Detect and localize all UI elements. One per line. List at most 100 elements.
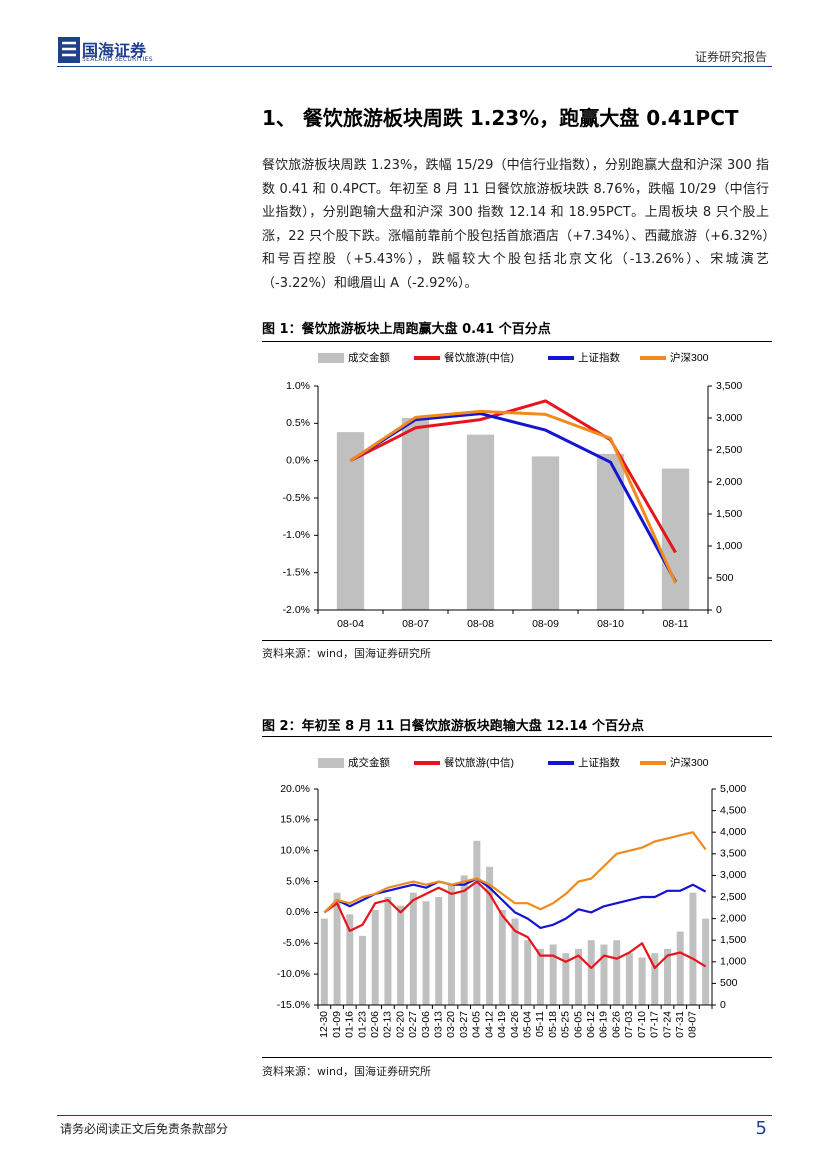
bar: [435, 897, 443, 1005]
x-tick-label: 03-27: [458, 1011, 470, 1038]
figure-source: 资料来源：wind，国海证券研究所: [262, 1065, 432, 1078]
y2-tick-label: 2,500: [716, 444, 742, 456]
bar: [613, 940, 621, 1005]
y2-tick-label: 0: [720, 999, 726, 1011]
bar: [531, 456, 560, 610]
legend-label: 上证指数: [578, 351, 620, 364]
x-tick-label: 02-20: [394, 1011, 406, 1038]
logo-text: 国海证券: [82, 41, 147, 60]
legend-label: 上证指数: [578, 756, 620, 769]
logo-subtext: SEALAND SECURITIES: [82, 56, 153, 63]
x-tick-label: 05-25: [560, 1011, 572, 1038]
figure-caption: 图 2：年初至 8 月 11 日餐饮旅游板块跑输大盘 12.14 个百分点: [262, 719, 644, 734]
figure-rule: [262, 1057, 772, 1058]
line-series: [323, 877, 707, 929]
y-tick-label: 20.0%: [280, 783, 310, 795]
bar: [689, 892, 697, 1005]
bar: [651, 953, 659, 1005]
header-rule: [57, 66, 772, 67]
y2-tick-label: 0: [716, 604, 722, 616]
line-series: [323, 831, 707, 914]
bar: [460, 875, 468, 1005]
x-tick-label: 06-26: [610, 1011, 622, 1038]
x-tick-label: 08-04: [337, 618, 364, 630]
bar: [397, 905, 405, 1005]
x-tick-label: 05-11: [534, 1011, 546, 1037]
bar: [384, 897, 392, 1005]
y2-tick-label: 3,500: [716, 380, 742, 392]
y2-tick-label: 4,000: [720, 826, 746, 838]
y2-tick-label: 2,000: [720, 912, 746, 924]
bar: [600, 944, 608, 1005]
y-tick-label: -1.5%: [283, 566, 310, 578]
bar: [320, 918, 328, 1005]
legend-label: 成交金额: [348, 756, 390, 769]
x-tick-label: 02-27: [407, 1011, 419, 1038]
figure-rule: [262, 341, 772, 342]
bar: [486, 866, 494, 1005]
legend-swatch: [318, 758, 344, 768]
y2-tick-label: 1,500: [720, 934, 746, 946]
y-tick-label: -0.5%: [283, 492, 310, 504]
legend-label: 餐饮旅游(中信): [444, 756, 514, 769]
y-tick-label: 1.0%: [286, 380, 310, 392]
report-type: 证券研究报告: [694, 50, 767, 64]
bar: [524, 940, 532, 1005]
y2-tick-label: 1,500: [716, 508, 742, 520]
y-tick-label: -2.0%: [283, 604, 310, 616]
y2-tick-label: 2,500: [720, 891, 746, 903]
y-tick-label: 15.0%: [280, 814, 310, 826]
bar: [473, 840, 481, 1005]
x-tick-label: 08-07: [687, 1011, 699, 1038]
bar: [676, 931, 684, 1005]
y2-tick-label: 500: [720, 977, 738, 989]
bar: [466, 434, 495, 610]
bar: [498, 909, 506, 1005]
bar: [638, 957, 646, 1005]
bar: [422, 901, 430, 1005]
legend-label: 沪深300: [670, 351, 709, 364]
line-series: [349, 412, 677, 583]
y-tick-label: 5.0%: [286, 875, 310, 887]
x-tick-label: 04-26: [509, 1011, 521, 1038]
x-tick-label: 07-03: [623, 1011, 635, 1038]
chart: -15.0% -10.0% -5.0% 0.0% 5.0% 10.0% 15.0% 20.0%…: [277, 756, 747, 1038]
bar: [536, 948, 544, 1005]
y2-tick-label: 3,000: [720, 869, 746, 881]
bar: [333, 892, 341, 1005]
x-tick-label: 05-04: [521, 1011, 533, 1038]
y2-tick-label: 2,000: [716, 476, 742, 488]
y2-tick-label: 1,000: [720, 956, 746, 968]
bar: [401, 418, 430, 610]
page-number: 5: [755, 1118, 767, 1139]
x-tick-label: 04-05: [471, 1011, 483, 1038]
legend-label: 餐饮旅游(中信): [444, 351, 514, 364]
figure-caption: 图 1：餐饮旅游板块上周跑赢大盘 0.41 个百分点: [262, 322, 551, 337]
legend-label: 成交金额: [348, 351, 390, 364]
x-tick-label: 03-06: [420, 1011, 432, 1038]
figure-rule: [262, 640, 772, 641]
section-title: 1、 餐饮旅游板块周跌 1.23%，跑赢大盘 0.41PCT: [262, 106, 739, 130]
legend-label: 沪深300: [670, 756, 709, 769]
y2-tick-label: 500: [716, 572, 734, 584]
y-tick-label: -15.0%: [277, 999, 310, 1011]
x-tick-label: 05-18: [547, 1011, 559, 1038]
x-tick-label: 06-12: [585, 1011, 597, 1038]
x-tick-label: 07-31: [674, 1011, 686, 1038]
bar: [661, 468, 690, 610]
paragraph: 餐饮旅游板块周跌 1.23%，跌幅 15/29（中信行业指数），分别跑赢大盘和沪…: [262, 158, 769, 291]
bar: [346, 914, 354, 1005]
y-tick-label: 0.0%: [286, 454, 310, 466]
x-tick-label: 01-09: [331, 1011, 343, 1038]
bar: [702, 918, 710, 1005]
x-tick-label: 06-05: [572, 1011, 584, 1038]
y-tick-label: 0.5%: [286, 417, 310, 429]
x-tick-label: 07-24: [661, 1011, 673, 1038]
x-tick-label: 12-30: [318, 1011, 330, 1038]
x-tick-label: 04-19: [496, 1011, 508, 1038]
x-tick-label: 03-20: [445, 1011, 457, 1038]
bar: [409, 892, 417, 1005]
y2-tick-label: 3,500: [720, 848, 746, 860]
line-series: [323, 880, 707, 970]
